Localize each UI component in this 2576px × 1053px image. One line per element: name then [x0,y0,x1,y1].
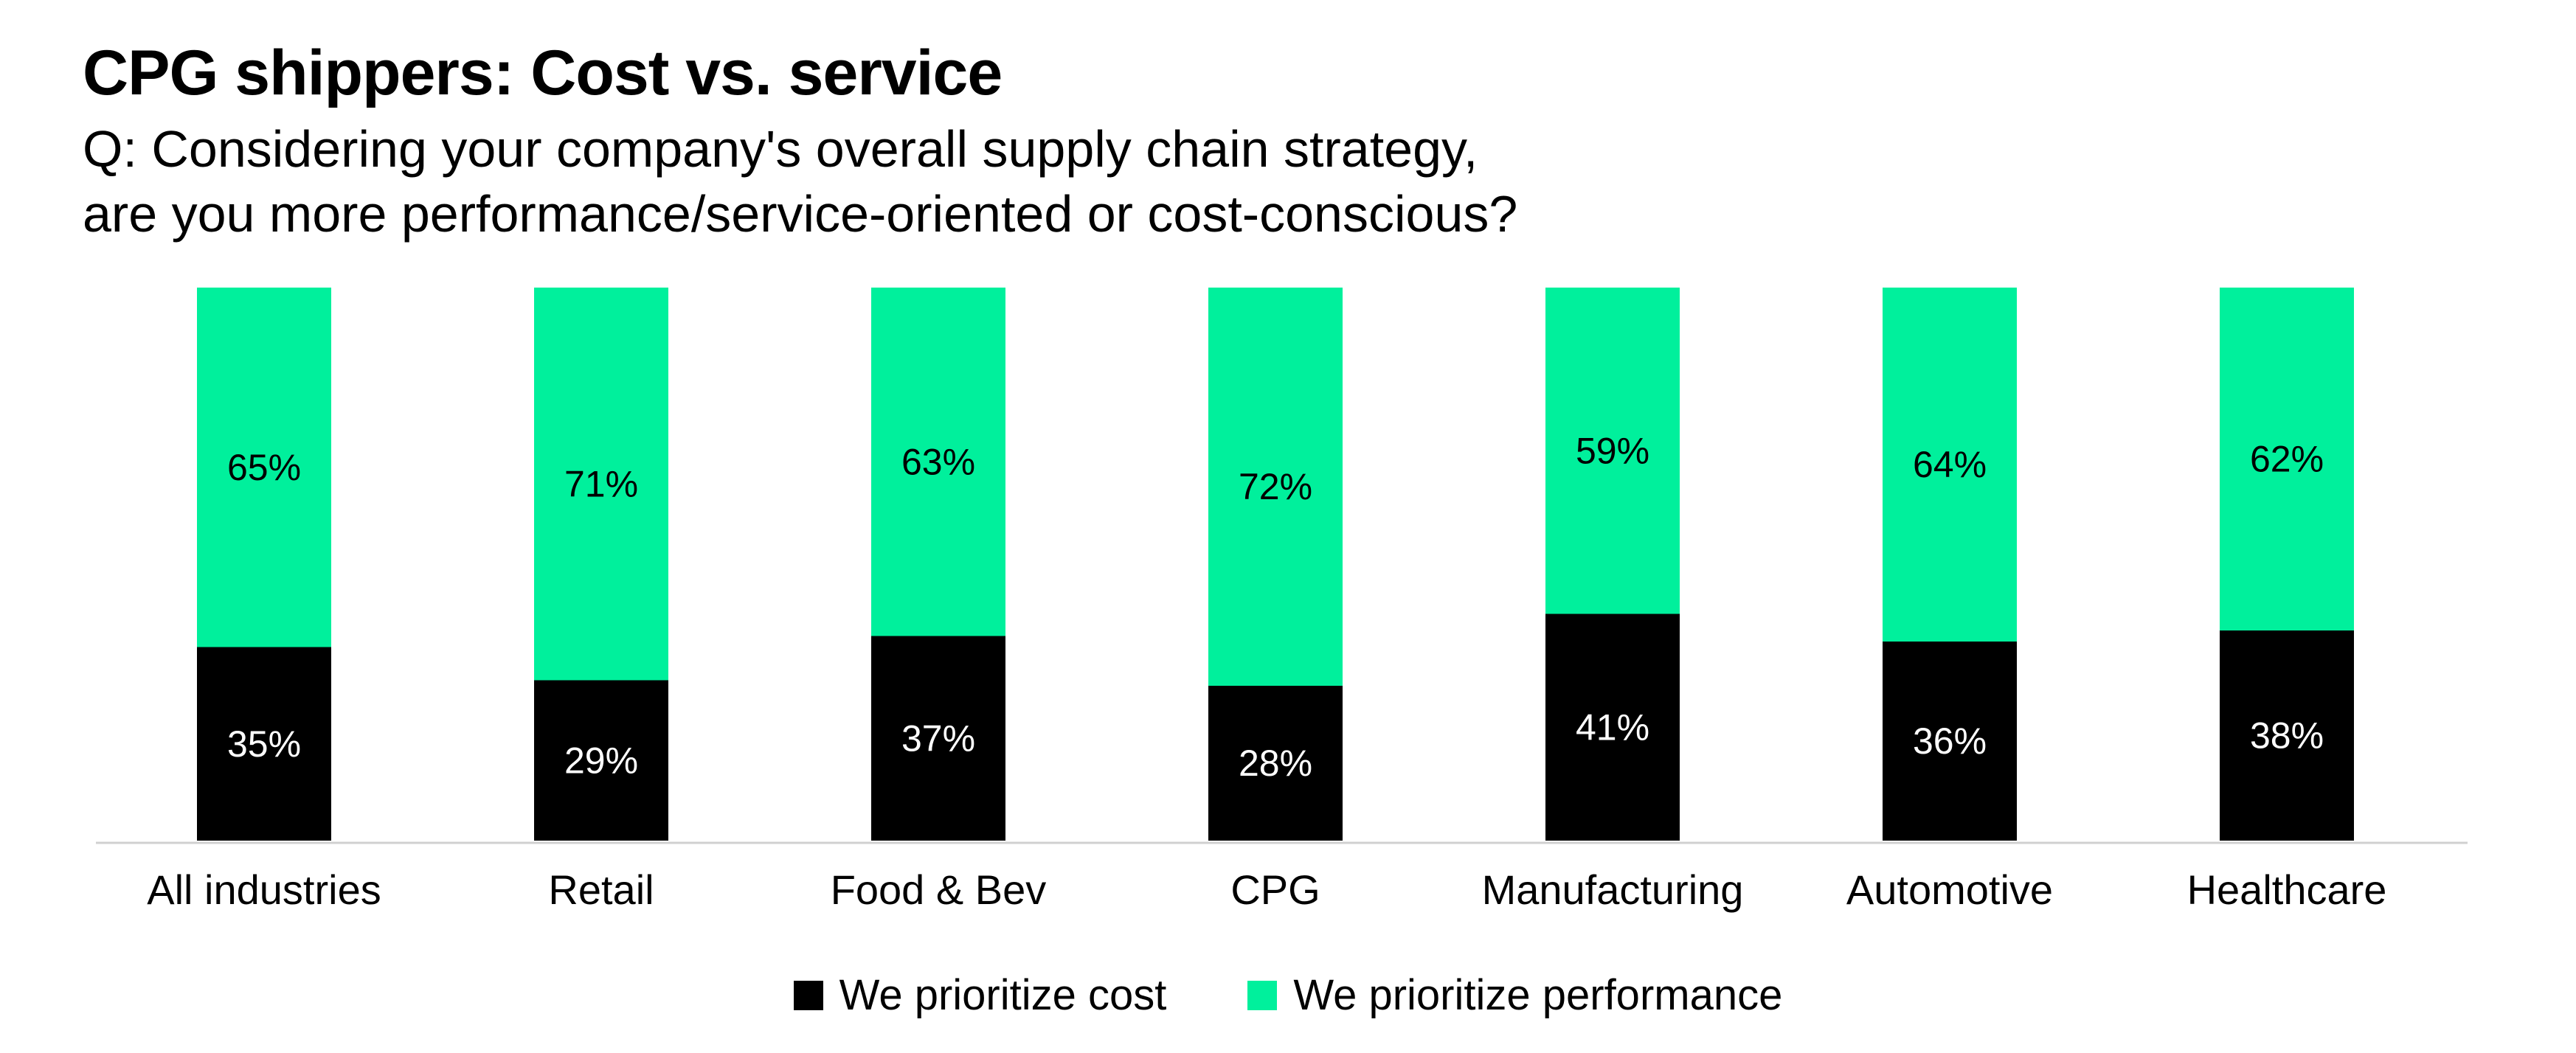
bar-segment-cost [1208,686,1343,841]
data-label: 63% [901,441,975,482]
legend: We prioritize cost We prioritize perform… [0,966,2576,1025]
legend-swatch-performance [1247,981,1278,1010]
legend-item-performance: We prioritize performance [1247,966,1782,1025]
legend-swatch-cost [793,981,823,1010]
bar-segment-performance [534,288,668,681]
bar-segment-cost [1883,642,2017,841]
bar-segment-performance [871,288,1005,636]
bar-segment-cost [1545,614,1680,841]
bar-segment-cost [534,680,668,841]
legend-label-performance: We prioritize performance [1293,971,1783,1019]
bar-segment-performance [1883,288,2017,642]
data-label: 65% [227,447,301,488]
data-label: 64% [1913,444,1987,485]
x-tick-label: CPG [1230,866,1320,913]
data-label: 38% [2250,715,2324,757]
bar-segment-performance [2220,288,2354,630]
data-label: 62% [2250,439,2324,480]
chart-title: CPG shippers: Cost vs. service [83,38,1003,108]
legend-item-cost: We prioritize cost [793,966,1167,1025]
data-label: 59% [1576,430,1649,471]
subtitle-line: Q: Considering your company's overall su… [83,120,1478,178]
bar-segment-performance [197,288,331,647]
bar-group: 35% 65% 29% 71% 37% 63% 28% 72% 41% 59% 36% 64% 38% 6… [197,288,2354,841]
subtitle-line: are you more performance/service-oriente… [83,185,1518,243]
bar-segment-performance [1208,288,1343,686]
data-label: 71% [564,463,638,504]
data-label: 29% [564,740,638,781]
bar-segment-cost [871,636,1005,841]
x-tick-label: Food & Bev [831,866,1047,913]
bar-segment-cost [2220,630,2354,841]
x-tick-label: Automotive [1846,866,2053,913]
x-tick-label: Manufacturing [1482,866,1744,913]
x-tick-label: Healthcare [2187,866,2387,913]
bar-segment-performance [1545,288,1680,614]
x-tick-label: All industries [147,866,381,913]
data-label: 28% [1239,743,1312,784]
data-label: 35% [227,723,301,765]
bar-segment-cost [197,647,331,841]
data-label: 72% [1239,466,1312,507]
data-label: 36% [1913,720,1987,762]
data-label: 37% [901,717,975,759]
x-tick-label: Retail [548,866,654,913]
chart-subtitle: Q: Considering your company's overall su… [83,117,1853,246]
legend-label-cost: We prioritize cost [839,971,1167,1019]
x-axis-labels: All industries Retail Food & Bev CPG Manufac… [147,866,2386,913]
data-label: 41% [1576,706,1649,748]
